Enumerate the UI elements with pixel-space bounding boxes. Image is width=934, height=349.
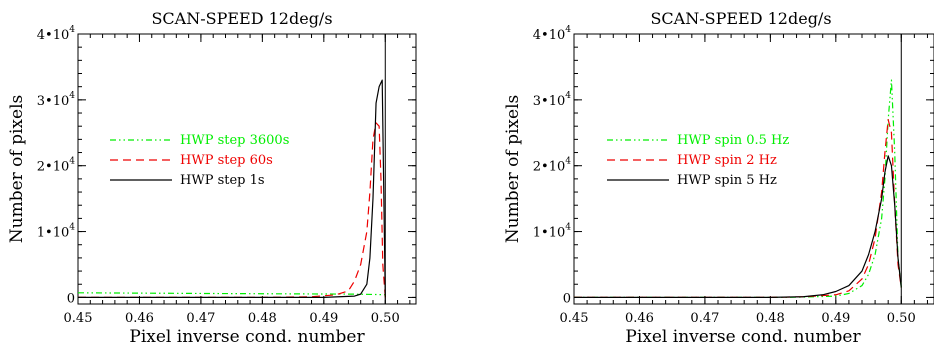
left-legend-label-1: HWP step 3600s: [180, 133, 289, 148]
left-plot-frame: [77, 33, 417, 305]
right-chart-panel: SCAN-SPEED 12deg/s 0.45 0.46 0.47 0.48 0.49 0…: [503, 9, 934, 347]
left-y-tick-label: 4•104: [37, 25, 75, 43]
left-chart-panel: SCAN-SPEED 12deg/s 0.45 0.46 0.47 0.48 0.49 0…: [7, 9, 417, 347]
right-legend-label-1: HWP spin 0.5 Hz: [677, 133, 789, 148]
right-y-tick-label: 2•104: [533, 157, 571, 175]
left-series-line-3: [78, 79, 386, 299]
right-y-tick-label: 4•104: [533, 25, 571, 43]
right-y-axis-label: Number of pixels: [503, 95, 523, 243]
right-x-tick-label: 0.46: [625, 311, 654, 326]
left-series-line-2: [78, 122, 386, 299]
right-x-tick-label: 0.48: [756, 311, 785, 326]
right-x-tick-label: 0.49: [821, 311, 850, 326]
right-legend-label-2: HWP spin 2 Hz: [677, 153, 777, 168]
left-y-axis-label: Number of pixels: [7, 95, 27, 243]
right-legend-label-3: HWP spin 5 Hz: [677, 173, 777, 188]
right-chart-title: SCAN-SPEED 12deg/s: [650, 9, 831, 28]
left-x-tick-label: 0.45: [64, 311, 93, 326]
right-y-tick-label: 0: [563, 291, 571, 306]
right-x-axis-label: Pixel inverse cond. number: [625, 327, 861, 347]
left-x-tick-label: 0.47: [186, 311, 215, 326]
left-x-tick-label: 0.49: [309, 311, 338, 326]
left-chart-title: SCAN-SPEED 12deg/s: [151, 9, 332, 28]
left-legend-label-3: HWP step 1s: [180, 173, 265, 188]
left-x-axis-label: Pixel inverse cond. number: [129, 327, 365, 347]
left-x-tick-label: 0.46: [125, 311, 154, 326]
right-plot-frame: [573, 33, 934, 305]
right-y-tick-label: 1•104: [533, 223, 571, 241]
left-x-tick-label: 0.48: [248, 311, 277, 326]
left-y-tick-label: 2•104: [37, 157, 75, 175]
right-series-line-1: [574, 79, 902, 299]
right-x-tick-label: 0.47: [690, 311, 719, 326]
left-y-tick-label: 0: [67, 291, 75, 306]
right-x-tick-label: 0.45: [560, 311, 589, 326]
left-y-tick-label: 1•104: [37, 223, 75, 241]
left-x-tick-label: 0.50: [371, 311, 400, 326]
right-x-tick-label: 0.50: [887, 311, 916, 326]
left-legend-label-2: HWP step 60s: [180, 153, 273, 168]
left-y-tick-label: 3•104: [37, 91, 75, 109]
right-y-tick-label: 3•104: [533, 91, 571, 109]
left-series-line-1: [78, 292, 386, 296]
right-series-line-3: [574, 155, 902, 299]
